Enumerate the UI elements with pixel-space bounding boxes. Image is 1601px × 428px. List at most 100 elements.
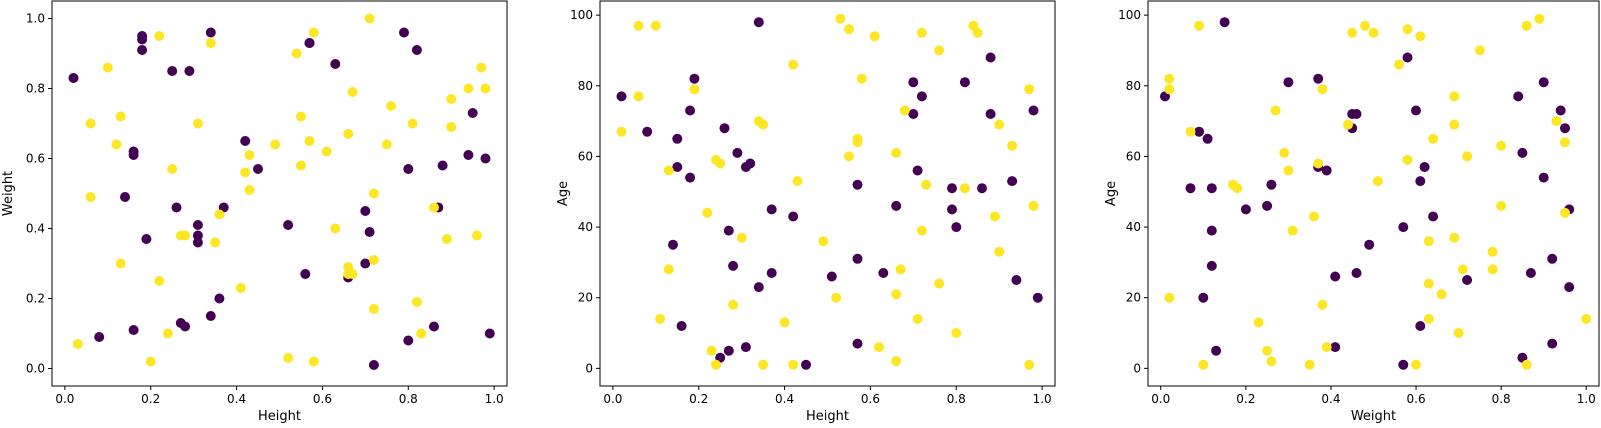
scatter-point [171, 202, 182, 213]
scatter-point [386, 101, 397, 111]
scatter-point [715, 158, 726, 169]
scatter-point [891, 200, 902, 211]
scatter-point [891, 356, 902, 367]
scatter-point [308, 27, 319, 38]
scatter-point [1415, 31, 1426, 42]
y-axis-label: Weight [1, 171, 16, 216]
scatter-point [1428, 133, 1439, 144]
scatter-point [921, 179, 932, 190]
plot-frame [599, 0, 1056, 387]
scatter-point [1564, 282, 1575, 293]
scatter-point [951, 222, 962, 233]
scatter-point [852, 179, 863, 190]
scatter-point [244, 150, 255, 160]
scatter-point [719, 123, 730, 134]
scatter-point [1581, 313, 1592, 324]
scatter-point [723, 225, 734, 236]
scatter-point [1525, 268, 1536, 278]
scatter-point [368, 188, 379, 199]
scatter-point [1211, 345, 1222, 356]
scatter-point [1398, 359, 1409, 370]
scatter-point [959, 183, 970, 194]
scatter-point [1283, 77, 1294, 88]
scatter-point [1262, 345, 1273, 356]
scatter-point [1402, 24, 1413, 35]
scatter-point [685, 105, 696, 116]
scatter-point [1202, 133, 1213, 144]
scatter-point [235, 283, 246, 293]
scatter-point [994, 119, 1005, 130]
scatter-point [934, 278, 945, 289]
scatter-point [1547, 253, 1558, 264]
scatter-point [1024, 359, 1035, 370]
scatter-point [668, 239, 678, 250]
scatter-point [68, 73, 79, 83]
scatter-point [205, 311, 216, 321]
scatter-point [1368, 27, 1379, 38]
scatter-point [844, 151, 854, 162]
scatter-point [180, 230, 191, 241]
scatter-point [1538, 77, 1549, 88]
scatter-point [1330, 271, 1341, 282]
scatter-point [85, 118, 96, 129]
y-tick-label: 0 [1133, 361, 1141, 375]
scatter-point [934, 45, 945, 56]
scatter-point [758, 119, 769, 130]
scatter-point [788, 359, 799, 370]
scatter-point [1262, 200, 1273, 211]
scatter-point [736, 232, 747, 243]
scatter-point [1402, 154, 1413, 165]
scatter-point [364, 227, 375, 237]
scatter-point [1394, 59, 1404, 70]
scatter-point [1453, 328, 1464, 338]
scatter-point [403, 335, 414, 346]
scatter-point [403, 164, 414, 174]
scatter-point [162, 328, 173, 339]
scatter-point [912, 165, 923, 176]
y-tick-label: 40 [578, 220, 593, 234]
y-tick-label: 60 [578, 149, 593, 163]
scatter-point [728, 299, 739, 310]
scatter-point [788, 59, 799, 70]
scatter-point [120, 192, 130, 202]
y-tick-label: 0.0 [26, 362, 45, 376]
y-tick-label: 100 [1118, 8, 1141, 22]
scatter-point [672, 133, 683, 144]
scatter-point [766, 268, 777, 278]
scatter-point [214, 293, 225, 304]
scatter-point [1487, 246, 1498, 257]
scatter-point [102, 62, 113, 73]
scatter-point [368, 255, 379, 265]
scatter-point [740, 342, 751, 353]
scatter-point [753, 17, 764, 28]
scatter-point [788, 211, 799, 222]
scatter-point [689, 73, 700, 84]
x-tick-label: 1.0 [1577, 392, 1596, 406]
x-tick-label: 0.6 [313, 392, 332, 406]
scatter-point [616, 126, 627, 137]
y-tick-label: 40 [1126, 220, 1141, 234]
scatter-point [1521, 359, 1532, 370]
plot-frame [51, 0, 508, 387]
scatter-point [437, 160, 448, 171]
scatter-point [115, 111, 126, 122]
x-axis-label: Height [258, 409, 301, 424]
scatter-point [184, 66, 195, 76]
scatter-point [1279, 147, 1290, 158]
scatter-point [283, 353, 294, 363]
scatter-point [801, 359, 811, 370]
scatter-point [441, 234, 452, 244]
scatter-point [296, 111, 306, 122]
scatter-point [852, 137, 863, 148]
scatter-point [1219, 17, 1230, 28]
scatter-point [972, 27, 983, 38]
scatter-point [1449, 119, 1460, 130]
scatter-point [321, 146, 332, 157]
scatter-point [779, 317, 790, 328]
x-tick-label: 1.0 [485, 392, 504, 406]
y-tick-label: 1.0 [26, 12, 45, 26]
scatter-point [1313, 158, 1324, 169]
x-axis-label: Weight [1351, 409, 1396, 424]
x-tick-label: 0.6 [1407, 392, 1426, 406]
scatter-point [1360, 20, 1370, 31]
